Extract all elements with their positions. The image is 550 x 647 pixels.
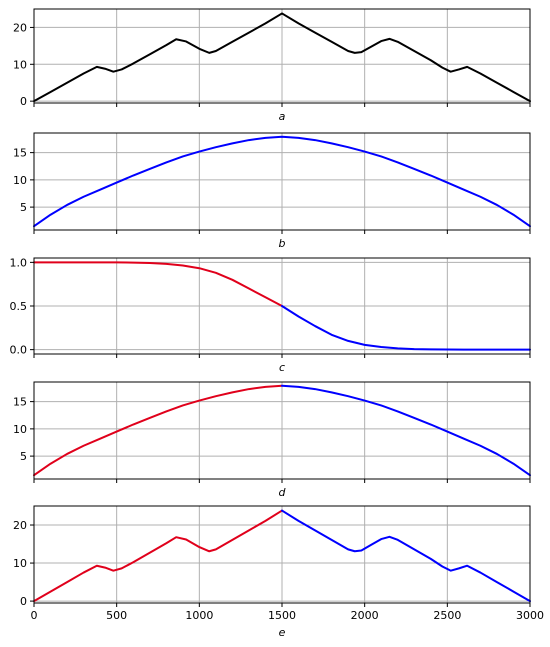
y-tick-label: 20 — [13, 519, 27, 532]
x-tick-label: 500 — [106, 609, 127, 622]
x-tick-label: 2500 — [433, 609, 461, 622]
x-tick-label: 1000 — [185, 609, 213, 622]
y-tick-label: 15 — [13, 147, 27, 160]
series-line-1 — [281, 384, 531, 477]
y-tick-label: 1.0 — [10, 256, 28, 269]
subplot-label: d — [279, 486, 287, 499]
subplot-label: b — [279, 237, 286, 250]
series-line-0 — [33, 384, 283, 477]
y-tick-label: 5 — [20, 201, 27, 214]
subplot-label: a — [279, 110, 286, 123]
series-line-0 — [33, 12, 531, 103]
y-tick-label: 0 — [20, 595, 27, 608]
series-line-0 — [33, 135, 531, 228]
subplot-d: 5 10 15 d — [13, 381, 531, 499]
subplot-e: 0 10 20 0 500 1000 1500 2000 2500 3000 e — [13, 505, 544, 639]
y-tick-label: 0 — [20, 95, 27, 108]
y-tick-label: 10 — [13, 557, 27, 570]
y-tick-label: 0.0 — [10, 344, 28, 357]
y-tick-label: 5 — [20, 450, 27, 463]
subplot-label: c — [279, 361, 285, 374]
x-tick-label: 3000 — [516, 609, 544, 622]
y-tick-label: 10 — [13, 174, 27, 187]
subplot-b: 5 10 15 b — [13, 132, 531, 250]
subplot-c: 0.0 0.5 1.0 c — [10, 256, 531, 374]
y-tick-label: 10 — [13, 58, 27, 71]
x-tick-label: 1500 — [268, 609, 296, 622]
series-line-1 — [281, 509, 531, 603]
x-tick-label: 2000 — [351, 609, 379, 622]
series-line-0 — [33, 509, 283, 603]
y-tick-label: 20 — [13, 21, 27, 34]
y-tick-label: 15 — [13, 396, 27, 409]
series-line-1 — [281, 305, 531, 351]
x-tick-label: 0 — [31, 609, 38, 622]
subplot-label: e — [279, 626, 286, 639]
y-tick-label: 10 — [13, 423, 27, 436]
subplot-a: 0 10 20 a — [13, 8, 531, 123]
y-tick-label: 0.5 — [10, 300, 28, 313]
series-line-0 — [33, 261, 283, 307]
